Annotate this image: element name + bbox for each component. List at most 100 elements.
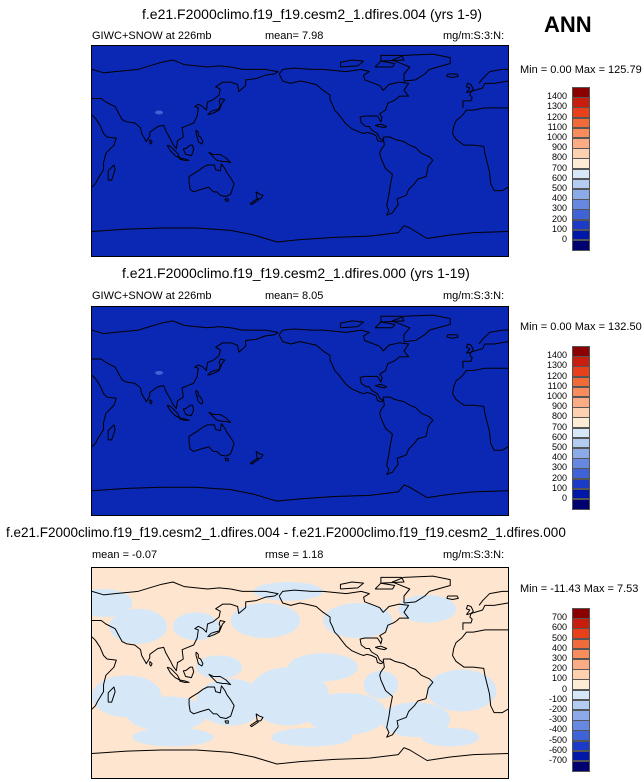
colorbar-tick-label: 100: [551, 223, 567, 234]
coastline: [379, 396, 434, 476]
colorbar-tick-label: 1400: [546, 91, 567, 102]
panel-2-title: f.e21.F2000climo.f19_f19.cesm2_1.dfires.…: [122, 265, 470, 281]
coastline: [107, 424, 116, 441]
coastline: [195, 129, 204, 145]
colorbar-tick-label: 200: [551, 472, 567, 483]
panel-2-minmax: Min = 0.00 Max = 132.50: [520, 321, 642, 333]
colorbar-swatch: [572, 229, 590, 241]
colorbar-swatch: [572, 199, 590, 210]
colorbar-swatch: [572, 740, 590, 752]
colorbar-swatch: [572, 478, 590, 490]
colorbar-tick-label: 1000: [546, 132, 567, 142]
colorbar-tick-label: 1200: [546, 370, 567, 381]
coastline: [391, 53, 451, 82]
coastline: [182, 666, 195, 679]
colorbar-swatch: [572, 138, 590, 149]
colorbar-swatch: [572, 427, 590, 439]
colorbar-tick-label: 500: [551, 183, 567, 193]
colorbar-tick-label: 100: [551, 673, 567, 684]
colorbar-swatch: [572, 117, 590, 129]
colorbar-tick-label: 1300: [546, 101, 567, 112]
coastline: [92, 225, 508, 243]
coastline: [182, 144, 195, 157]
panel-3-units-label: mg/m:S:3:N:: [443, 549, 505, 561]
coastline: [208, 673, 232, 686]
coastline: [278, 67, 410, 143]
colorbar-tick-label: 600: [551, 431, 567, 442]
panel-2-map: [91, 306, 509, 516]
colorbar-swatch: [572, 87, 590, 98]
panel-1-map: [91, 45, 509, 257]
coastline: [452, 367, 508, 451]
colorbar-tick-label: -500: [548, 734, 567, 745]
coastline: [188, 685, 235, 719]
map-anomaly-region: [305, 692, 387, 735]
coastline: [379, 136, 434, 216]
colorbar-tick-label: 1000: [546, 391, 567, 401]
coastline: [278, 589, 410, 665]
panel-2-colorbar: 1400 1300 1200 1100 1000 900 800 700 600 500 400 30…: [534, 346, 604, 516]
panel-3-colorbar: 700 600 500 400 300 200 100 0 -100 -200 -300 -400 -5…: [534, 608, 604, 778]
coastline: [92, 581, 279, 672]
coastline: [207, 98, 226, 116]
panel-1-units-label: mg/m:S:3:N:: [443, 30, 505, 42]
coastline: [255, 451, 264, 459]
panel-1-minmax: Min = 0.00 Max = 125.79: [520, 64, 642, 76]
coastline: [339, 59, 365, 68]
colorbar-tick-label: 300: [551, 653, 567, 663]
colorbar-tick-label: 600: [551, 622, 567, 633]
coastline: [452, 629, 508, 714]
coastline: [462, 602, 508, 630]
coastline: [188, 163, 235, 197]
coastline: [374, 582, 396, 590]
map-anomaly-region: [196, 655, 243, 679]
colorbar-swatch: [572, 679, 590, 691]
panel-1-colorbar: 1400 1300 1200 1100 1000 900 800 700 600 500 400 30…: [534, 87, 604, 257]
colorbar-swatch: [572, 168, 590, 180]
coastline: [255, 713, 264, 722]
coastline: [107, 686, 116, 703]
coastline: [179, 679, 190, 683]
panel-3-minmax: Min = -11.43 Max = 7.53: [520, 583, 639, 595]
map-anomaly-region: [92, 589, 133, 617]
colorbar-swatch: [572, 659, 590, 670]
coastline: [92, 636, 117, 710]
coastline: [379, 658, 434, 738]
panel-1-title: f.e21.F2000climo.f19_f19.cesm2_1.dfires.…: [142, 6, 483, 22]
season-label: ANN: [544, 12, 592, 37]
coastline: [149, 660, 153, 667]
coastline: [149, 138, 153, 145]
coastline: [149, 399, 153, 405]
colorbar-tick-label: -600: [548, 744, 567, 755]
coastline: [446, 334, 459, 339]
colorbar-tick-label: 700: [551, 421, 567, 432]
coastline: [446, 73, 459, 78]
colorbar-swatch: [572, 669, 590, 680]
map-anomaly-region: [271, 727, 352, 747]
colorbar-tick-label: 100: [551, 482, 567, 493]
map-anomaly-region: [132, 727, 214, 747]
panel-1-variable-label: GIWC+SNOW at 226mb: [92, 30, 212, 42]
map-local-maximum: [155, 370, 164, 375]
panel-1-map-svg: [92, 46, 508, 256]
panel-3-mean-label: mean = -0.07: [92, 549, 158, 561]
map-anomaly-region: [323, 603, 393, 638]
colorbar-swatch: [572, 346, 590, 357]
coastline: [478, 68, 508, 84]
colorbar-swatch: [572, 761, 590, 772]
colorbar-swatch: [572, 107, 590, 119]
colorbar-swatch: [572, 417, 590, 429]
colorbar-swatch: [572, 488, 590, 500]
colorbar-swatch: [572, 468, 590, 480]
map-anomaly-region: [126, 696, 208, 732]
map-local-maximum: [155, 110, 164, 115]
colorbar-tick-label: 0: [561, 234, 567, 244]
panel-2-mean-label: mean= 8.05: [265, 290, 324, 302]
colorbar-swatch: [572, 648, 590, 660]
colorbar-swatch: [572, 386, 590, 398]
colorbar-swatch: [572, 189, 590, 200]
colorbar-tick-label: 700: [551, 612, 567, 623]
coastline: [462, 80, 508, 108]
colorbar-tick-label: 500: [551, 632, 567, 643]
coastline: [446, 595, 459, 600]
